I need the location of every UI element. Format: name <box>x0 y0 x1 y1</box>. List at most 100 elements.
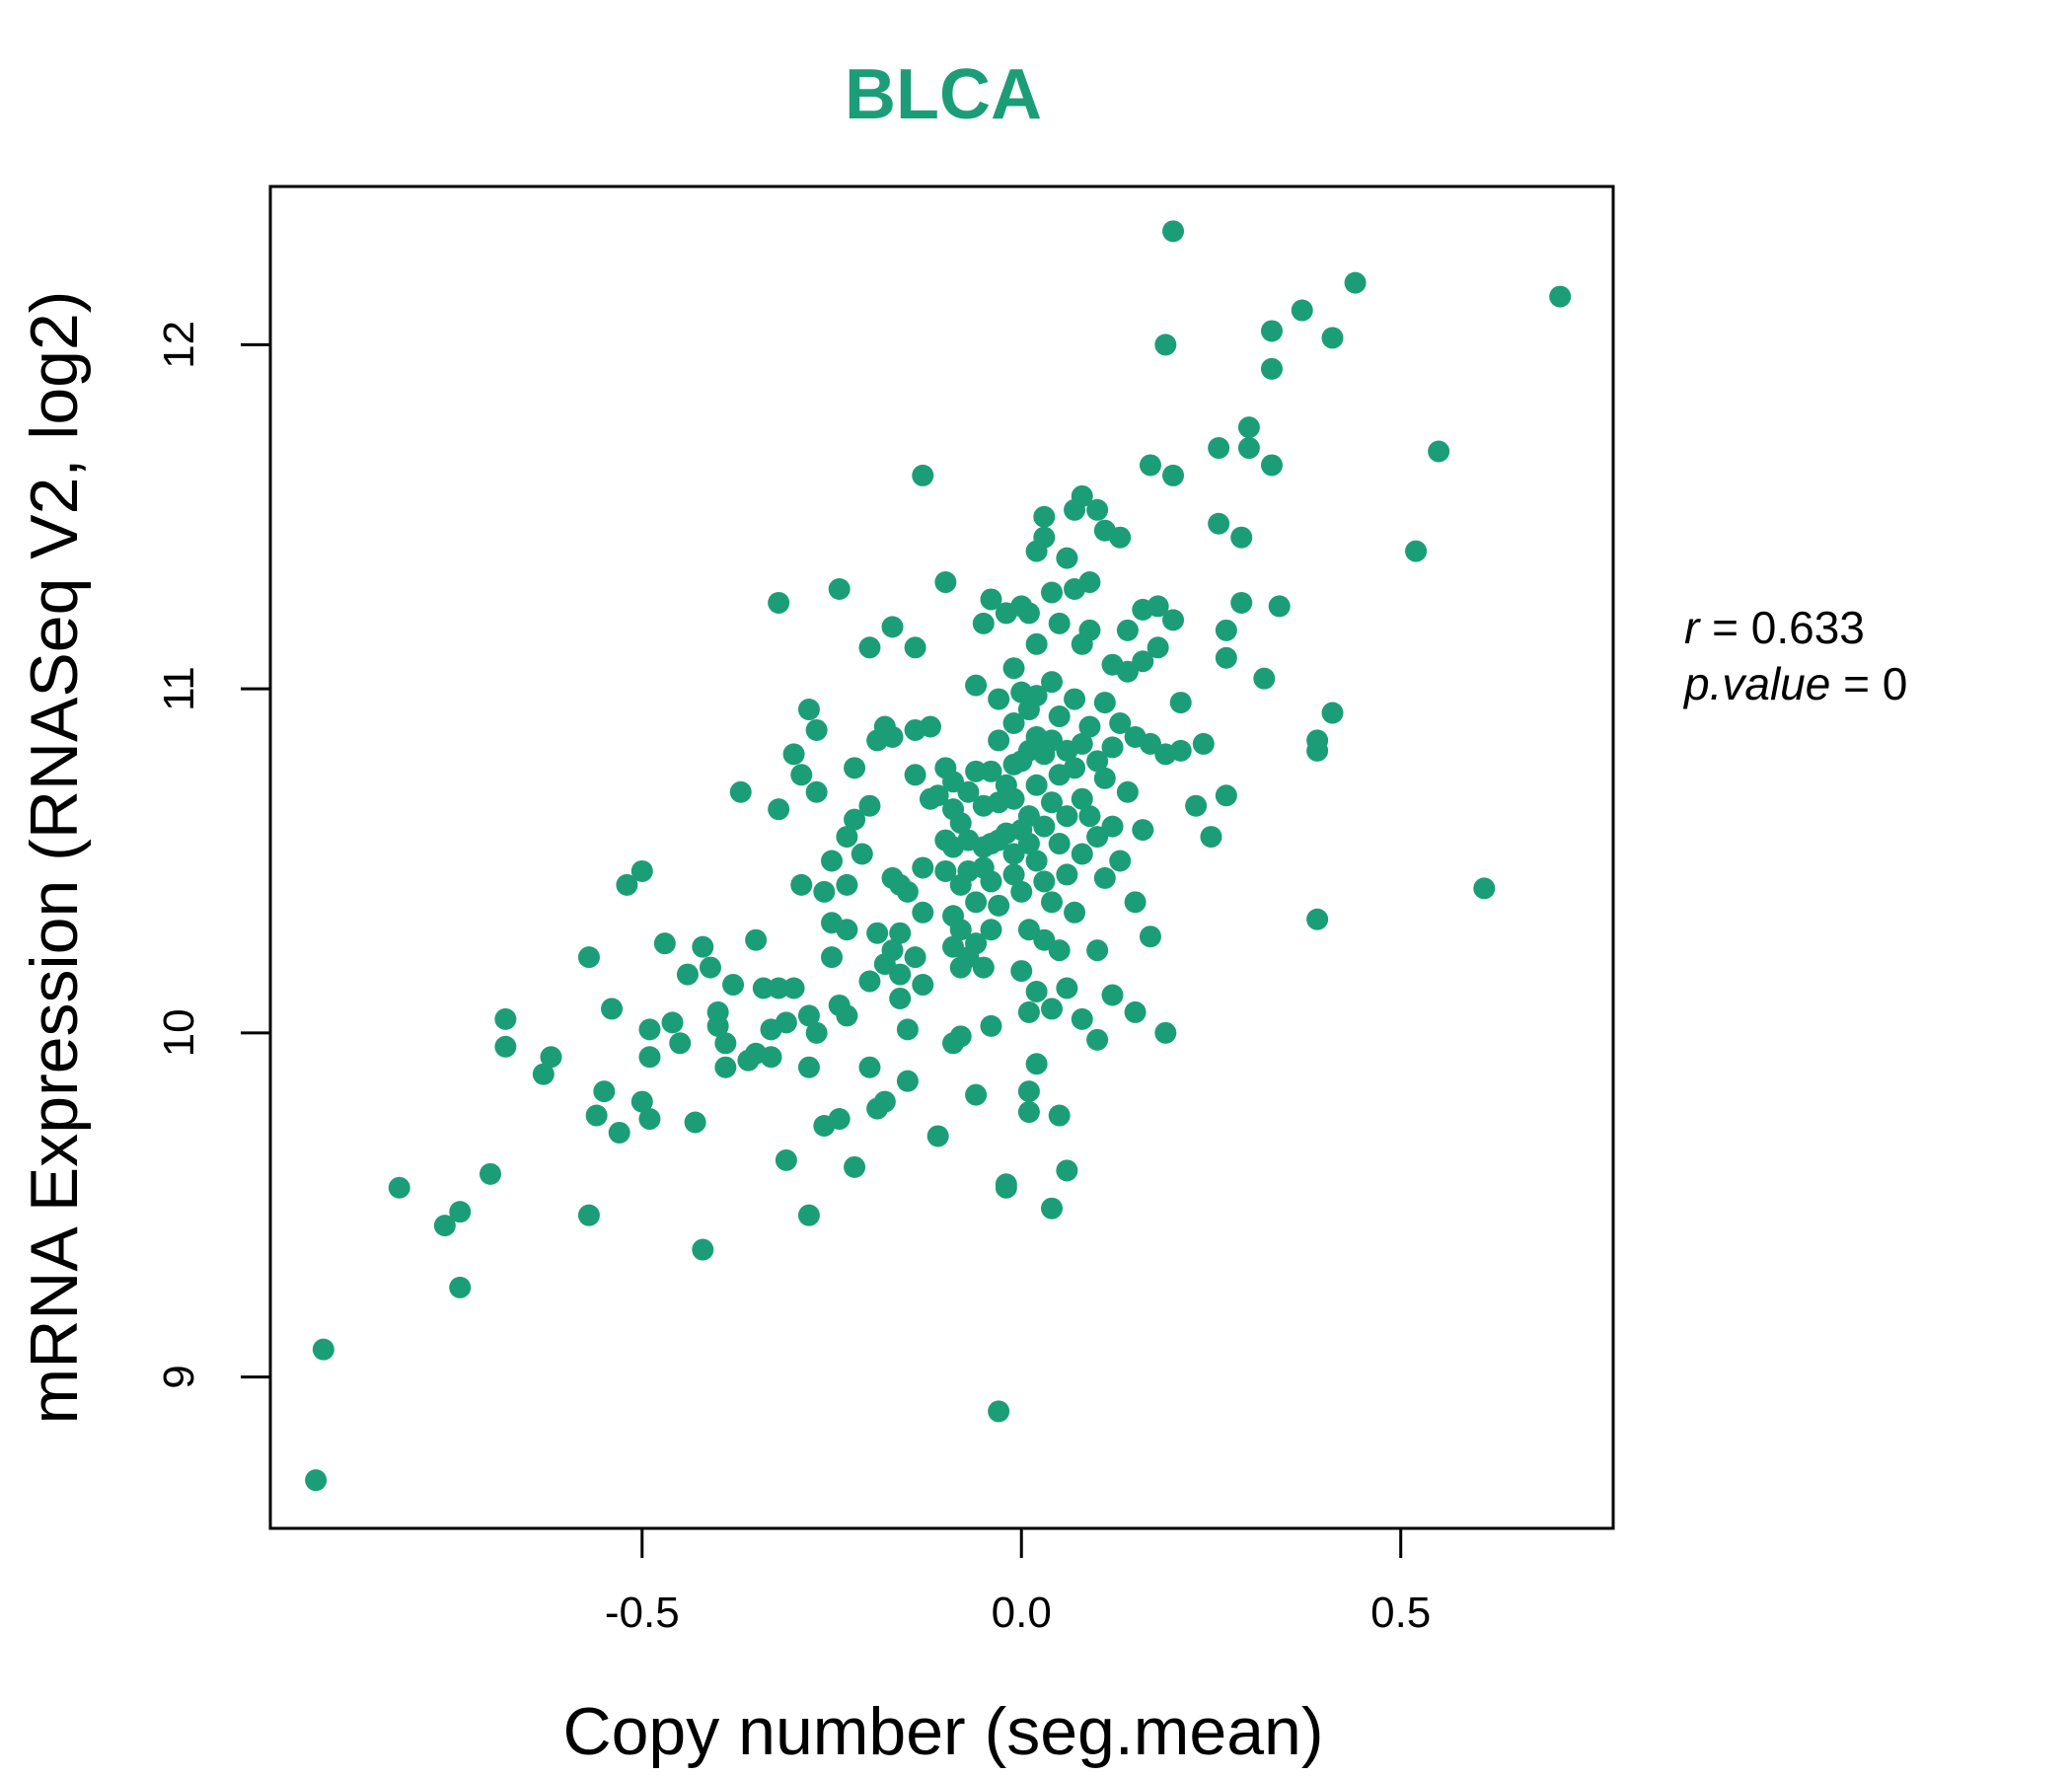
data-point <box>1208 437 1230 460</box>
data-point <box>1025 632 1048 655</box>
data-point <box>836 919 858 941</box>
data-point <box>844 1155 866 1178</box>
data-point <box>851 843 873 865</box>
data-point <box>790 873 813 896</box>
data-point <box>1033 928 1056 951</box>
p-value-stat: p.value = 0 <box>1682 658 1907 709</box>
data-point <box>494 1035 517 1058</box>
data-point <box>706 1000 729 1023</box>
data-point <box>1230 526 1253 549</box>
data-point <box>1215 619 1237 641</box>
data-point <box>1025 1053 1048 1075</box>
data-point <box>1002 863 1025 886</box>
data-point <box>1116 780 1139 803</box>
data-point <box>676 963 699 986</box>
r-label: r <box>1684 602 1701 653</box>
data-point <box>965 932 988 955</box>
data-point <box>1002 843 1025 865</box>
data-point <box>1078 571 1101 594</box>
y-tick-label: 12 <box>155 321 203 369</box>
p-label: p.value <box>1682 658 1830 709</box>
data-point <box>988 1400 1010 1423</box>
data-point <box>1139 925 1161 948</box>
data-point <box>912 856 934 879</box>
data-point <box>1169 739 1192 762</box>
data-point <box>1344 271 1367 294</box>
data-point <box>1109 526 1132 549</box>
data-point <box>965 891 988 914</box>
data-point <box>1200 826 1222 849</box>
data-point <box>988 688 1010 710</box>
data-point <box>1093 866 1116 889</box>
data-point <box>1093 767 1116 789</box>
data-point <box>1162 464 1185 486</box>
data-point <box>433 1215 456 1237</box>
r-equals: = <box>1699 602 1750 653</box>
data-point <box>889 922 912 944</box>
data-point <box>1040 671 1063 694</box>
data-point <box>1033 526 1056 549</box>
data-point <box>1002 787 1025 810</box>
data-point <box>692 935 714 958</box>
data-point <box>844 808 866 831</box>
data-point <box>1048 705 1071 728</box>
data-point <box>858 794 881 817</box>
data-point <box>1268 595 1291 618</box>
data-point <box>1017 1080 1040 1103</box>
data-point <box>790 764 813 786</box>
data-point <box>1002 657 1025 680</box>
data-point <box>540 1046 562 1069</box>
data-point <box>988 729 1010 752</box>
data-point <box>1033 505 1056 528</box>
data-point <box>980 870 1002 893</box>
correlation-stat: r = 0.633 <box>1684 602 1865 653</box>
data-point <box>972 956 995 979</box>
data-point <box>873 1090 896 1113</box>
data-point <box>1025 685 1048 707</box>
data-point <box>1132 650 1154 673</box>
data-point <box>1056 977 1078 999</box>
data-point <box>1002 712 1025 734</box>
data-point <box>479 1162 501 1185</box>
data-point <box>904 636 926 659</box>
data-point <box>1017 919 1040 941</box>
data-point <box>630 1090 653 1113</box>
data-point <box>965 760 988 782</box>
data-point <box>949 812 972 835</box>
data-point <box>638 1046 661 1069</box>
y-tick-label: 10 <box>155 1008 203 1057</box>
data-point <box>1086 1028 1109 1051</box>
data-point <box>889 987 912 1009</box>
data-point <box>1291 299 1313 322</box>
data-point <box>1040 729 1063 752</box>
data-point <box>1321 327 1344 349</box>
data-point <box>797 1004 820 1027</box>
data-point <box>926 784 949 807</box>
data-point <box>653 932 676 955</box>
data-point <box>1033 815 1056 838</box>
data-point <box>699 956 721 979</box>
data-point <box>752 977 775 999</box>
x-tick-label: 0.0 <box>992 1589 1052 1637</box>
data-point <box>1040 581 1063 604</box>
r-value: 0.633 <box>1751 602 1865 653</box>
data-point <box>1109 712 1132 734</box>
data-point <box>1192 732 1215 755</box>
data-point <box>1064 901 1086 924</box>
data-point <box>965 1083 988 1106</box>
data-point <box>797 699 820 721</box>
data-point <box>1025 981 1048 1002</box>
data-point <box>1017 1000 1040 1023</box>
data-point <box>1132 819 1154 842</box>
data-point <box>1428 440 1450 463</box>
data-point <box>593 1080 616 1103</box>
data-point <box>577 1204 600 1226</box>
data-point <box>957 780 980 803</box>
data-point <box>1078 715 1101 738</box>
data-point <box>980 760 1002 782</box>
data-point <box>638 1108 661 1131</box>
data-point <box>782 977 805 999</box>
data-point <box>919 715 941 738</box>
data-point <box>661 1011 684 1034</box>
data-point <box>1139 454 1161 477</box>
